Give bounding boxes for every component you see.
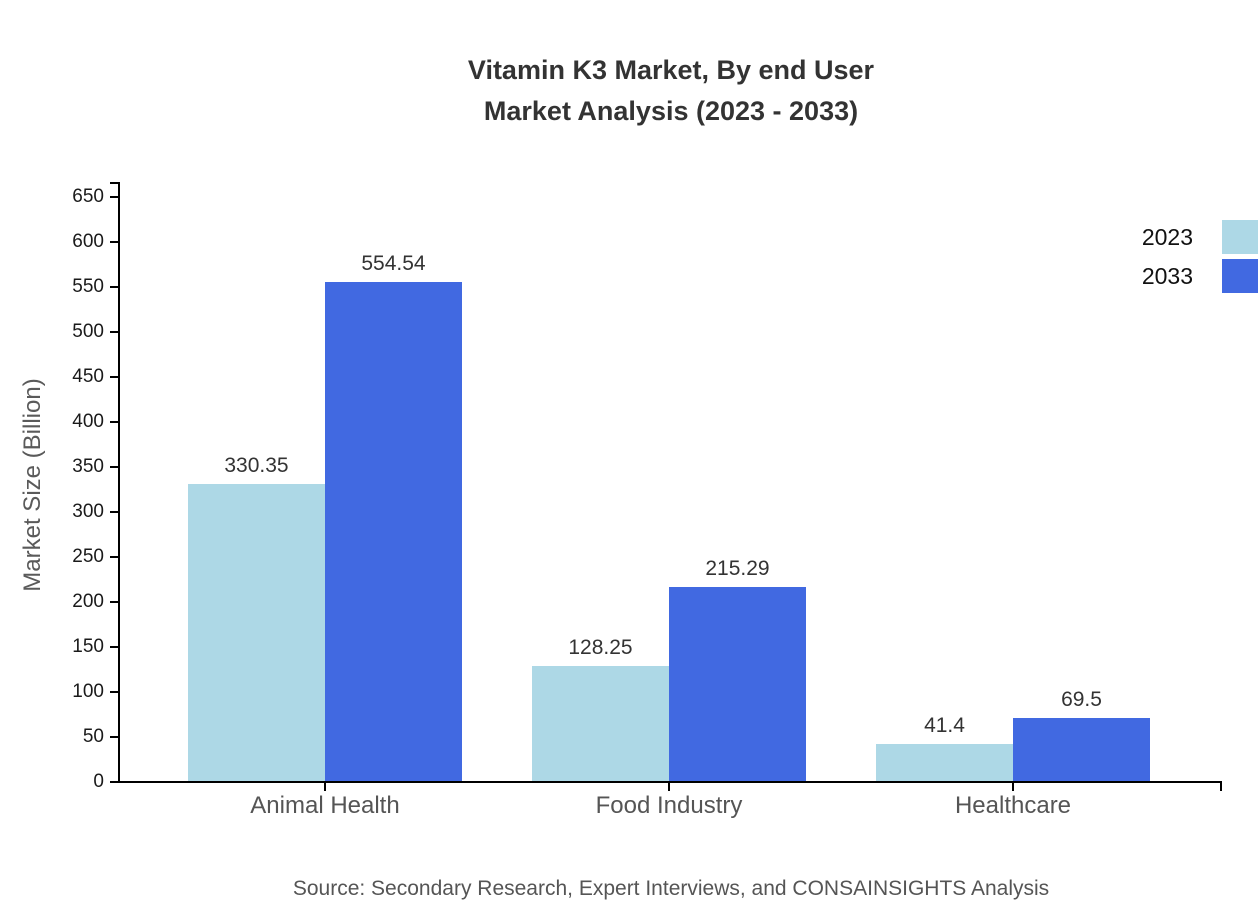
y-tick [110,601,118,603]
bar-value-label: 215.29 [705,557,770,580]
bar [1013,718,1150,781]
chart-title-line1: Vitamin K3 Market, By end User [467,55,875,85]
bar-value-label: 128.25 [568,636,633,659]
bar-value-label: 41.4 [924,714,965,737]
chart-title: Vitamin K3 Market, By end User Market An… [0,50,1260,132]
y-tick-label: 650 [72,186,104,207]
category-label: Food Industry [595,792,743,819]
x-tick [668,783,670,791]
y-tick-label: 450 [72,366,104,387]
y-tick [110,736,118,738]
legend-label: 2023 [1141,224,1193,250]
y-tick [110,286,118,288]
y-tick [110,376,118,378]
y-tick-label: 550 [72,276,104,297]
y-axis-top-cap-tick [110,182,118,184]
y-tick-label: 50 [82,726,104,747]
y-tick [110,466,118,468]
y-axis-line [118,182,120,783]
y-tick-label: 150 [72,636,104,657]
y-tick-label: 500 [72,321,104,342]
chart-title-line2: Market Analysis (2023 - 2033) [483,96,859,126]
y-tick-label: 600 [72,231,104,252]
y-tick [110,241,118,243]
category-label: Animal Health [250,792,400,819]
y-tick [110,511,118,513]
legend-swatch [1222,220,1258,254]
y-tick-label: 400 [72,411,104,432]
y-tick-label: 0 [93,771,104,792]
y-tick [110,781,118,783]
bar [876,744,1013,781]
source-note: Source: Secondary Research, Expert Inter… [292,877,1050,900]
legend-swatch [1222,259,1258,293]
y-tick [110,421,118,423]
bar-value-label: 330.35 [224,454,289,477]
bar [669,587,806,781]
bar [325,282,462,781]
y-tick-label: 200 [72,591,104,612]
bar-value-label: 554.54 [361,252,426,275]
x-tick [1012,783,1014,791]
y-tick [110,196,118,198]
bar-value-label: 69.5 [1061,688,1102,711]
y-tick [110,691,118,693]
y-tick-label: 350 [72,456,104,477]
x-axis-end-cap-tick [1220,783,1222,791]
category-label: Healthcare [954,792,1072,819]
x-tick [324,783,326,791]
y-tick-label: 100 [72,681,104,702]
y-tick-label: 300 [72,501,104,522]
y-tick [110,646,118,648]
bar [188,484,325,781]
bar [532,666,669,781]
y-tick [110,556,118,558]
y-tick-label: 250 [72,546,104,567]
x-axis-line [118,781,1222,783]
legend-label: 2033 [1141,263,1193,289]
y-tick [110,331,118,333]
